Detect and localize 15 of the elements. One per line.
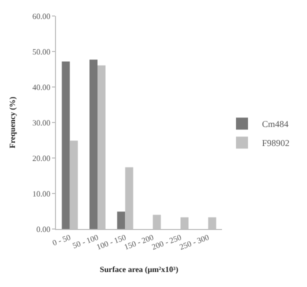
x-axis-title: Surface area (μm²x10³) xyxy=(100,264,179,274)
y-tick-label: 10.00 xyxy=(32,189,50,198)
y-tick-label: 50.00 xyxy=(32,47,50,56)
legend-label: F98902 xyxy=(262,138,290,148)
y-tick-label: 60.00 xyxy=(32,12,50,21)
y-tick-label: 30.00 xyxy=(32,118,50,128)
y-tick-label: 0.00 xyxy=(36,224,50,234)
y-axis-title: Frequency (%) xyxy=(8,96,18,148)
x-tick-label: 0 - 50 xyxy=(51,232,72,248)
y-tick-label: 20.00 xyxy=(32,154,50,163)
bar xyxy=(62,61,70,229)
bar xyxy=(89,60,98,229)
y-tick-label: 40.00 xyxy=(32,82,50,92)
bar xyxy=(117,212,126,229)
legend-label: Cm484 xyxy=(262,119,290,130)
